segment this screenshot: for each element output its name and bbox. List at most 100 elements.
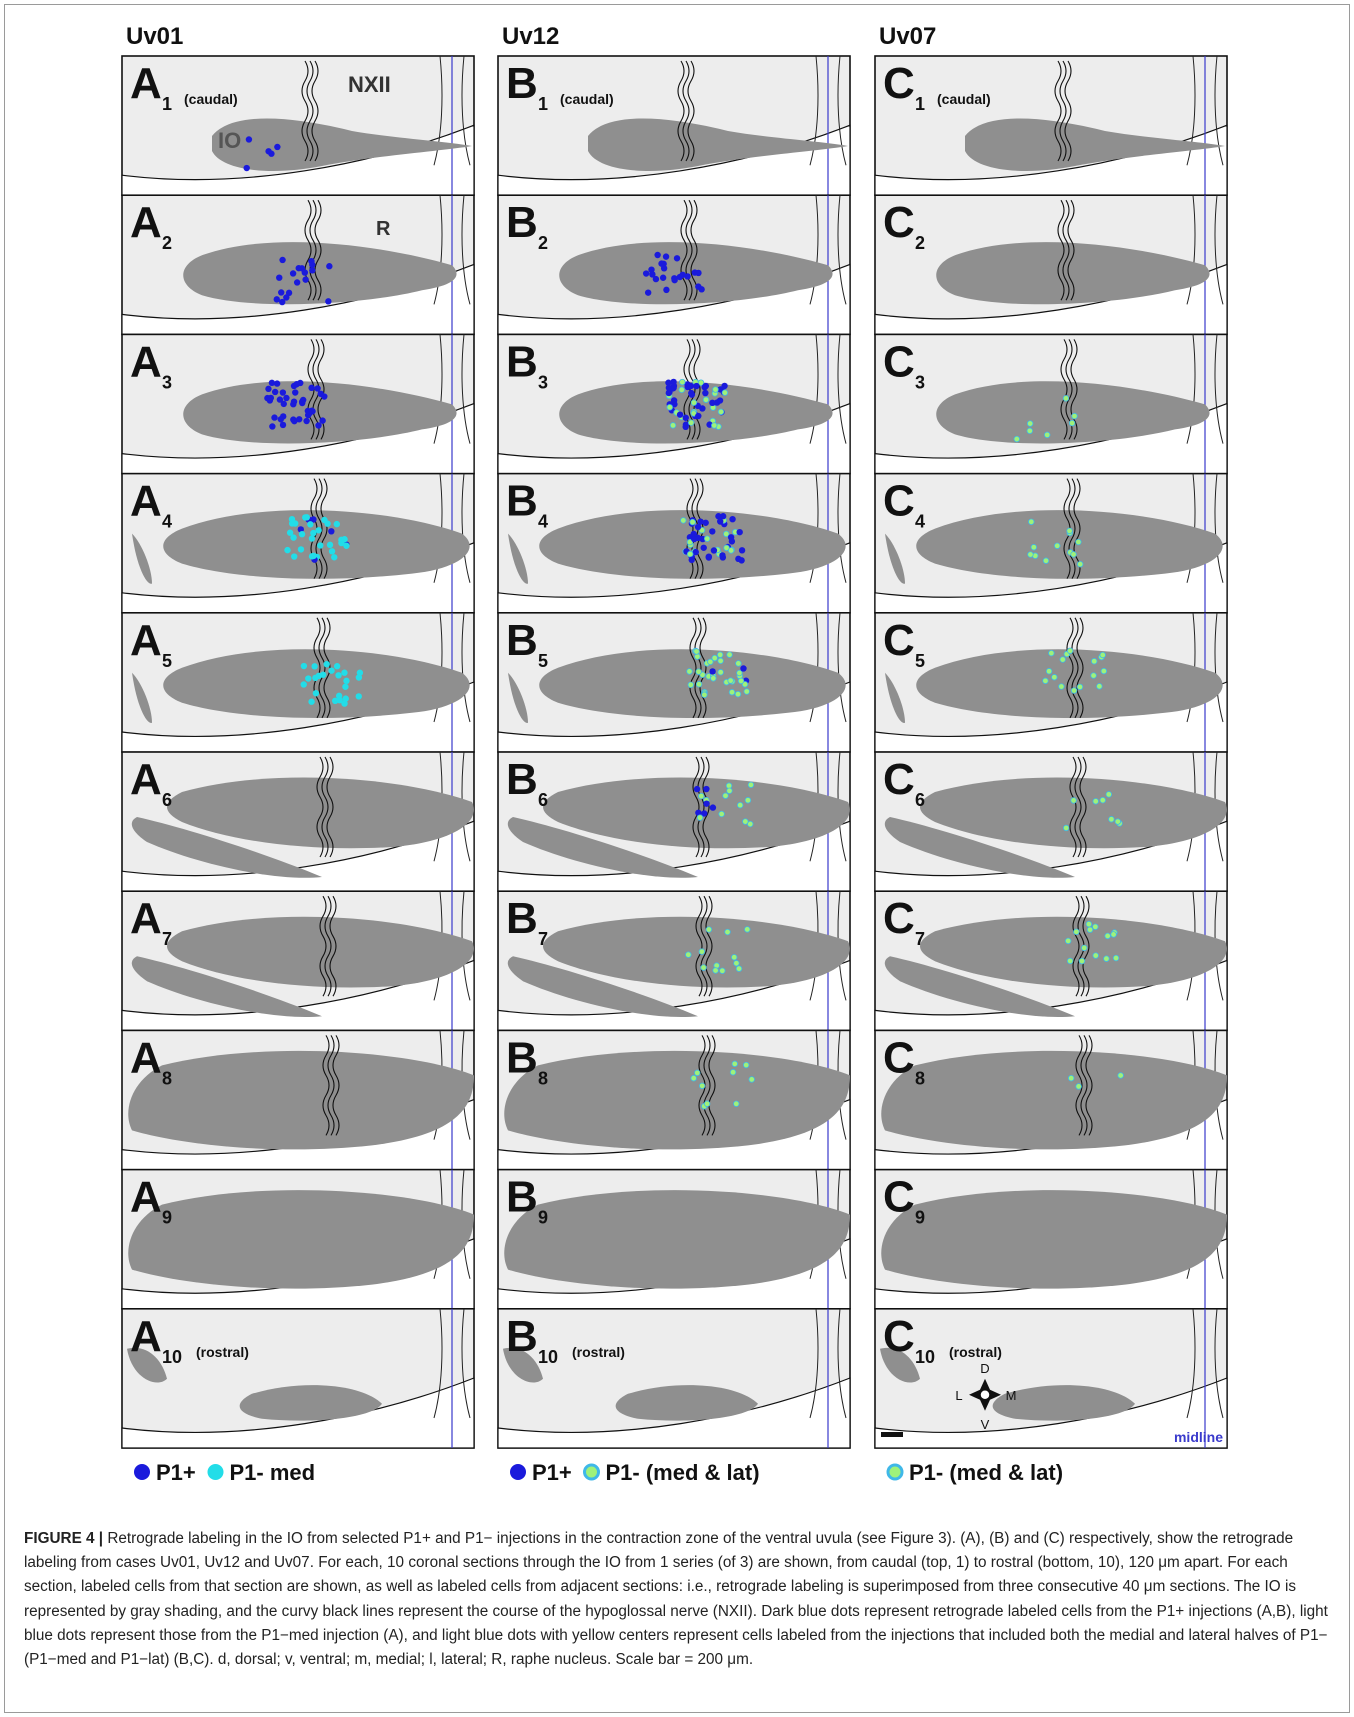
- nerve-nxii-line: [708, 1035, 716, 1136]
- raphe-outline: [433, 55, 443, 166]
- raphe-outline: [1186, 1308, 1196, 1419]
- panel-A2: A 2 R: [121, 194, 475, 336]
- panel-label-B4: B: [506, 477, 538, 526]
- legend-label: P1- med: [230, 1460, 316, 1485]
- labeled-cell: [717, 669, 724, 676]
- labeled-cell: [1075, 1083, 1082, 1090]
- nerve-nxii-line: [693, 339, 701, 440]
- labeled-cell: [699, 405, 706, 412]
- ventral-surface: [874, 820, 1228, 892]
- labeled-cell: [1042, 557, 1050, 564]
- labeled-cell: [738, 547, 746, 554]
- labeled-cell: [325, 298, 332, 305]
- labeled-cell: [709, 804, 717, 811]
- raphe-outline: [433, 1308, 443, 1419]
- labeled-cell: [741, 681, 749, 688]
- labeled-cell: [278, 289, 285, 296]
- labeled-cell: [1059, 656, 1066, 663]
- panel-label-B3: B: [506, 337, 538, 386]
- nerve-nxii-line: [304, 199, 312, 301]
- ventral-surface: [121, 820, 475, 892]
- nerve-nxii-line: [315, 478, 323, 579]
- labeled-cell: [702, 519, 709, 526]
- nerve-nxii-line: [1072, 895, 1080, 997]
- nerve-nxii-line: [1070, 339, 1078, 440]
- raphe-outline: [461, 55, 471, 166]
- nerve-nxii-line: [687, 60, 695, 162]
- ventral-surface: [497, 263, 851, 335]
- nerve-nxii-line: [703, 1035, 711, 1136]
- nerve-nxii-line: [1085, 1035, 1093, 1136]
- io-shape: [163, 649, 470, 719]
- labeled-cell: [726, 651, 733, 658]
- raphe-outline: [1214, 195, 1224, 305]
- raphe-outline: [809, 55, 819, 166]
- panel-label-A8: A: [130, 1033, 162, 1082]
- io-shape: [588, 118, 848, 171]
- row-note-caudal: (caudal): [184, 91, 238, 107]
- labeled-cells: [693, 781, 755, 828]
- nerve-nxii-line: [322, 1035, 330, 1136]
- labeled-cell: [698, 792, 705, 800]
- labeled-cell: [690, 399, 698, 406]
- labeled-cell: [702, 389, 709, 397]
- labeled-cell: [328, 667, 335, 674]
- labeled-cell: [333, 663, 341, 670]
- labeled-cell: [305, 675, 312, 682]
- ventral-surface: [497, 402, 851, 475]
- labeled-cell: [342, 683, 349, 690]
- labeled-cell: [736, 669, 743, 677]
- labeled-cell: [319, 417, 326, 424]
- labeled-cell: [726, 787, 733, 794]
- nerve-nxii-line: [332, 1035, 340, 1136]
- labeled-cell: [1114, 818, 1122, 825]
- panel-subscript: 9: [162, 1208, 172, 1228]
- panel-label-C2: C: [883, 198, 915, 247]
- nerve-nxii-line: [1059, 60, 1067, 162]
- labeled-cell: [1044, 431, 1051, 439]
- labeled-cell: [301, 269, 309, 276]
- labeled-cell: [689, 518, 696, 526]
- labeled-cell: [343, 677, 350, 685]
- io-shape: [508, 533, 528, 584]
- io-shape: [920, 777, 1227, 849]
- labeled-cell: [280, 400, 287, 408]
- labeled-cell: [319, 671, 327, 678]
- labeled-cell: [678, 386, 685, 393]
- labeled-cell: [669, 422, 677, 429]
- labeled-cell: [744, 926, 751, 933]
- labeled-cell: [690, 530, 697, 538]
- labeled-cell: [742, 1061, 750, 1069]
- labeled-cell: [731, 1060, 738, 1068]
- labeled-cell: [315, 527, 322, 534]
- labeled-cell: [659, 274, 667, 281]
- raphe-outline: [461, 195, 471, 305]
- labeled-cell: [671, 275, 678, 282]
- labeled-cell: [271, 388, 279, 396]
- labeled-cell: [1013, 435, 1021, 443]
- labeled-cell: [748, 1076, 755, 1083]
- labeled-cell: [307, 521, 314, 528]
- io-shape: [936, 381, 1210, 444]
- labeled-cell: [717, 518, 724, 525]
- labeled-cell: [300, 681, 307, 688]
- labeled-cell: [279, 256, 286, 264]
- panel-label-A7: A: [130, 894, 162, 943]
- panel-A1: A 1 (caudal) IO NXII: [121, 55, 475, 196]
- compass-m: M: [1006, 1388, 1017, 1403]
- nerve-nxii-line: [685, 199, 693, 301]
- nerve-nxii-line: [690, 199, 698, 301]
- raphe-outline: [433, 195, 443, 305]
- labeled-cell: [326, 541, 334, 549]
- labeled-cell: [737, 677, 745, 685]
- labeled-cell: [1051, 674, 1058, 681]
- labeled-cell: [711, 654, 718, 662]
- labeled-cell: [338, 539, 345, 547]
- nerve-nxii-line: [1080, 1035, 1088, 1136]
- labeled-cell: [716, 651, 724, 658]
